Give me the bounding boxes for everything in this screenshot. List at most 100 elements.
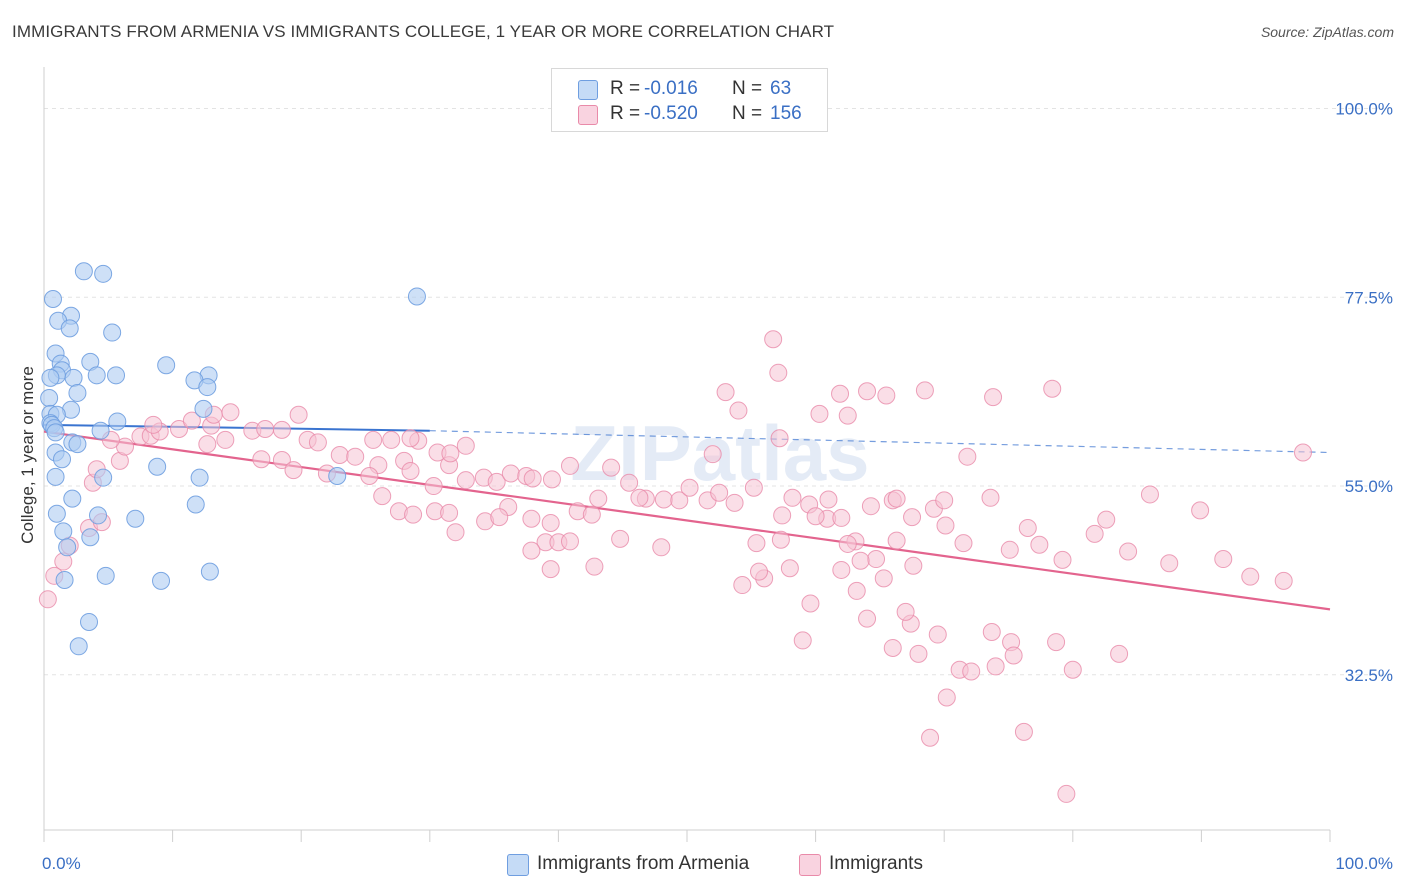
point-immigrants (501, 464, 520, 483)
point-immigrants (1057, 784, 1076, 803)
point-armenia (80, 612, 99, 631)
point-immigrants (771, 530, 790, 549)
point-immigrants (861, 497, 880, 516)
point-immigrants (221, 403, 240, 422)
point-immigrants (1004, 646, 1023, 665)
y-tick-label: 100.0% (1335, 100, 1393, 119)
point-immigrants (680, 478, 699, 497)
point-armenia (94, 264, 113, 283)
point-immigrants (838, 534, 857, 553)
point-armenia (60, 319, 79, 338)
point-armenia (89, 506, 108, 525)
point-immigrants (935, 491, 954, 510)
point-immigrants (725, 493, 744, 512)
point-immigrants (904, 556, 923, 575)
point-armenia (40, 388, 59, 407)
point-immigrants (252, 450, 271, 469)
point-immigrants (440, 503, 459, 522)
point-immigrants (308, 433, 327, 452)
point-immigrants (831, 384, 850, 403)
point-immigrants (456, 471, 475, 490)
point-immigrants (747, 534, 766, 553)
point-immigrants (838, 406, 857, 425)
point-immigrants (424, 477, 443, 496)
point-immigrants (928, 625, 947, 644)
point-armenia (63, 489, 82, 508)
point-immigrants (360, 466, 379, 485)
axes (43, 67, 1331, 842)
point-immigrants (921, 728, 940, 747)
point-armenia (46, 423, 65, 442)
point-immigrants (1018, 519, 1037, 537)
point-immigrants (733, 576, 752, 595)
points-immigrants (38, 330, 1312, 803)
point-immigrants (441, 444, 460, 463)
point-immigrants (289, 405, 308, 424)
point-immigrants (887, 531, 906, 550)
point-immigrants (170, 420, 189, 439)
point-armenia (53, 450, 72, 469)
point-immigrants (1214, 550, 1233, 569)
legend-n-label: N = (732, 78, 763, 99)
point-immigrants (582, 505, 601, 524)
point-armenia (407, 287, 426, 306)
point-immigrants (589, 489, 608, 508)
point-armenia (94, 468, 113, 487)
point-armenia (87, 366, 106, 385)
point-immigrants (330, 446, 349, 465)
point-immigrants (611, 529, 630, 548)
point-armenia (198, 378, 217, 397)
point-immigrants (770, 429, 789, 448)
legend: R = -0.016 N = 63 R = -0.520 N = 156 (551, 68, 828, 132)
point-armenia (157, 356, 176, 375)
point-immigrants (1119, 542, 1138, 561)
point-immigrants (847, 581, 866, 600)
point-immigrants (456, 436, 475, 455)
point-immigrants (272, 420, 291, 439)
point-immigrants (1000, 540, 1019, 559)
legend-n-value: 63 (770, 78, 792, 99)
point-immigrants (404, 505, 423, 524)
point-immigrants (560, 456, 579, 475)
point-immigrants (962, 662, 981, 681)
legend-n-label: N = (732, 103, 763, 124)
point-immigrants (958, 447, 977, 466)
point-armenia (107, 366, 126, 385)
point-immigrants (750, 562, 769, 581)
point-immigrants (744, 478, 763, 497)
legend-n-value: 156 (770, 103, 802, 124)
point-immigrants (936, 516, 955, 535)
point-immigrants (703, 445, 722, 464)
point-armenia (190, 468, 209, 487)
legend-swatch-immigrants (578, 105, 598, 125)
y-tick-label: 32.5% (1345, 666, 1393, 685)
trend-line-armenia (43, 423, 430, 432)
legend-r-value: -0.520 (644, 103, 698, 124)
point-immigrants (382, 430, 401, 449)
trend-line-armenia-extension (429, 430, 1331, 454)
point-immigrants (1053, 550, 1072, 569)
point-immigrants (272, 451, 291, 470)
point-immigrants (1140, 485, 1159, 504)
legend-r-label: R = (610, 78, 641, 99)
point-immigrants (780, 559, 799, 578)
bottom-legend-swatch-immigrants (799, 854, 821, 876)
point-immigrants (144, 415, 163, 434)
tick-labels: 32.5% 55.0% 77.5% 100.0% 0.0% 100.0% (42, 100, 1393, 873)
point-immigrants (542, 470, 561, 489)
point-armenia (200, 562, 219, 581)
point-immigrants (716, 383, 735, 402)
point-immigrants (915, 381, 934, 400)
point-immigrants (984, 388, 1003, 407)
point-immigrants (38, 590, 57, 609)
x-tick-label: 0.0% (42, 854, 81, 873)
point-immigrants (806, 507, 825, 526)
point-immigrants (446, 523, 465, 542)
point-immigrants (1047, 633, 1066, 652)
point-armenia (91, 421, 110, 440)
legend-r-value: -0.016 (644, 78, 698, 99)
y-tick-label: 55.0% (1345, 477, 1393, 496)
chart-title: IMMIGRANTS FROM ARMENIA VS IMMIGRANTS CO… (12, 22, 835, 41)
point-immigrants (1274, 571, 1293, 590)
point-immigrants (903, 508, 922, 527)
